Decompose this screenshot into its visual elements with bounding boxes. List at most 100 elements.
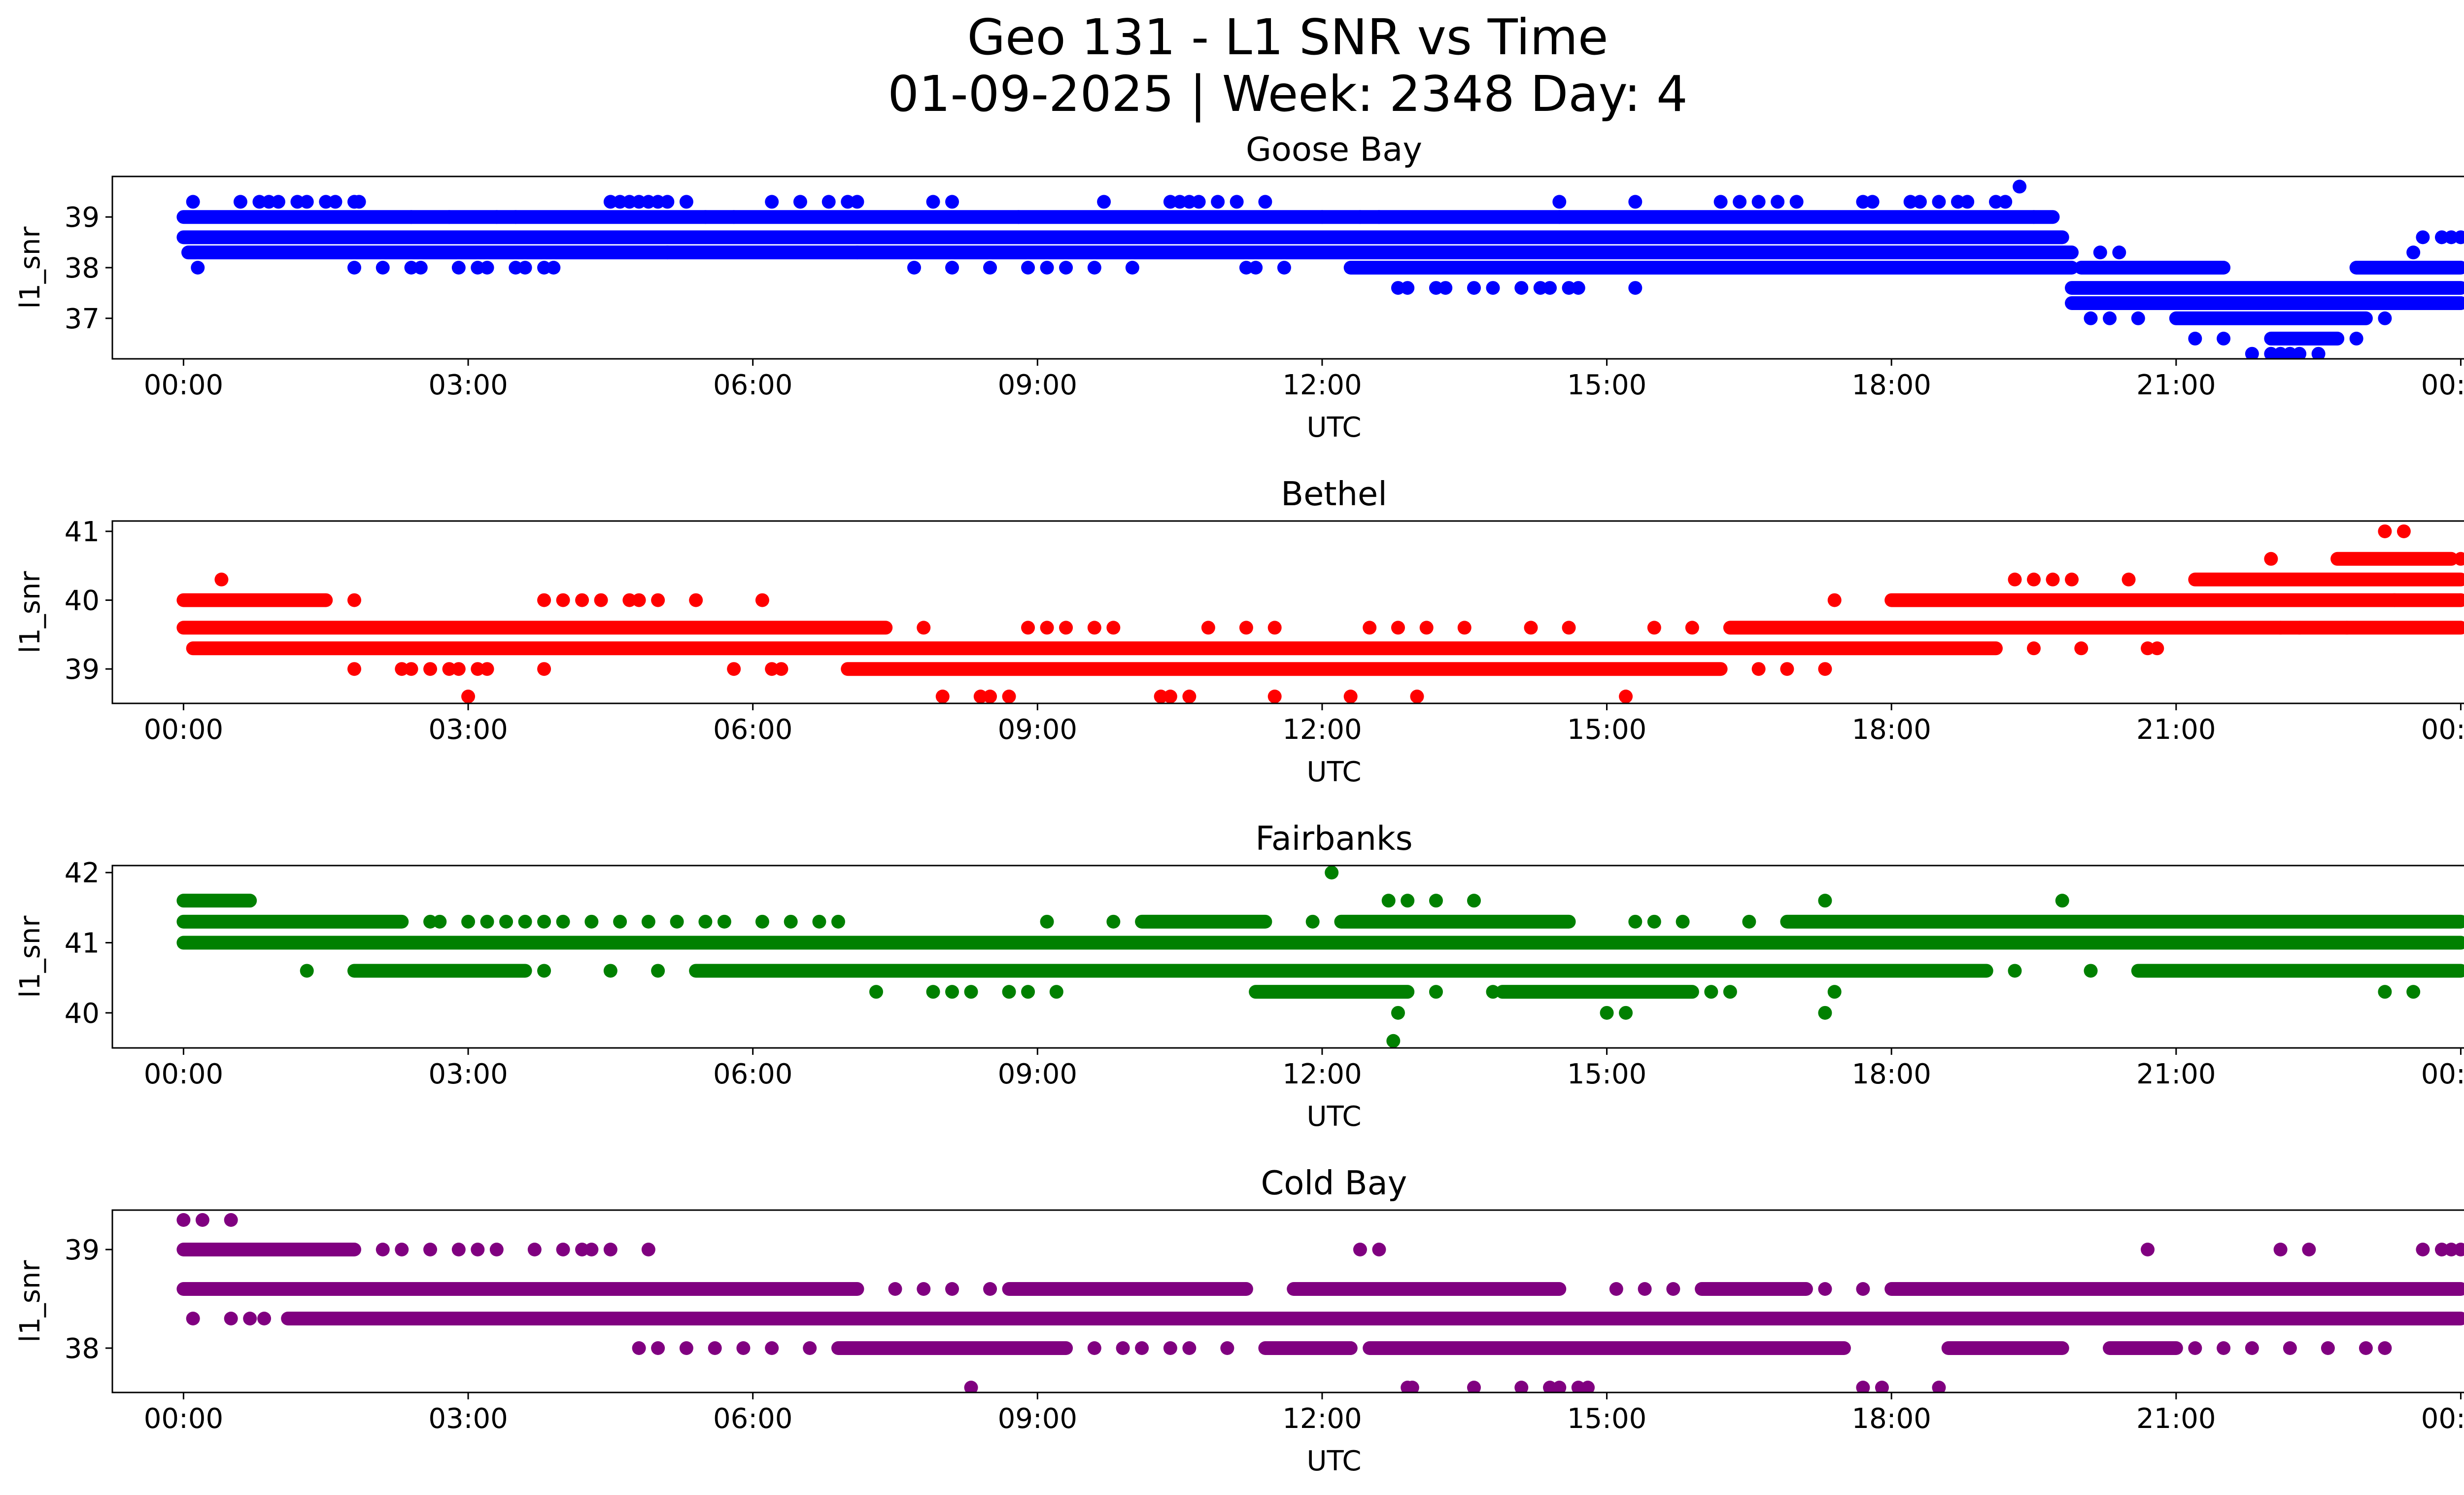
scatter-point — [461, 914, 476, 929]
scatter-point — [1401, 281, 1415, 295]
scatter-point-band — [1695, 1282, 1813, 1296]
scatter-point — [1903, 195, 1917, 209]
scatter-point — [1524, 621, 1538, 635]
scatter-point — [1135, 1341, 1149, 1355]
scatter-point — [2245, 1341, 2259, 1355]
scatter-point — [917, 1282, 931, 1296]
scatter-point — [2273, 621, 2288, 635]
scatter-point — [1533, 281, 1547, 295]
scatter-point — [841, 195, 855, 209]
scatter-point — [774, 662, 788, 676]
scatter-point — [537, 662, 551, 676]
scatter-point — [926, 195, 940, 209]
scatter-point — [2434, 1243, 2449, 1256]
scatter-point-band — [1343, 261, 2079, 275]
scatter-point — [1988, 195, 2003, 209]
scatter-point — [537, 593, 551, 607]
scatter-point — [755, 914, 769, 929]
scatter-point-band — [2188, 572, 2464, 587]
scatter-point — [1932, 1381, 1946, 1392]
scatter-point — [1201, 621, 1215, 635]
scatter-point-band — [1135, 914, 1272, 929]
scatter-point — [1249, 261, 1263, 275]
scatter-point — [736, 1341, 751, 1355]
scatter-point — [451, 1243, 466, 1256]
scatter-point — [1097, 195, 1111, 209]
scatter-point-band — [1002, 1282, 1253, 1296]
x-tick-label: 12:00 — [1282, 1403, 1362, 1435]
scatter-point — [1381, 894, 1396, 908]
scatter-point-band — [176, 230, 2069, 244]
scatter-series — [176, 524, 2464, 703]
scatter-point — [1628, 914, 1643, 929]
y-axis-label: l1_snr — [14, 915, 46, 998]
scatter-point-band — [841, 662, 1728, 676]
scatter-point-band — [2074, 261, 2231, 275]
scatter-point — [2122, 572, 2136, 587]
scatter-point — [1106, 914, 1121, 929]
figure-title-line-2: 01-09-2025 | Week: 2348 Day: 4 — [888, 65, 1687, 123]
scatter-point — [641, 914, 655, 929]
x-tick-label: 00:00 — [144, 369, 223, 401]
scatter-point — [1353, 1243, 1367, 1256]
scatter-point — [1049, 985, 1063, 999]
scatter-point — [2340, 621, 2354, 635]
scatter-point — [2245, 347, 2259, 359]
x-tick-label: 06:00 — [713, 369, 792, 401]
scatter-point — [632, 593, 646, 607]
scatter-point — [2055, 894, 2069, 908]
scatter-point — [2434, 230, 2449, 244]
scatter-point — [2264, 552, 2278, 566]
scatter-point — [964, 985, 978, 999]
scatter-point — [1391, 621, 1405, 635]
scatter-point — [1106, 621, 1121, 635]
scatter-point — [1239, 621, 1253, 635]
scatter-point — [1742, 261, 1756, 275]
scatter-point — [537, 964, 551, 978]
scatter-point — [489, 1243, 504, 1256]
scatter-point-band — [186, 641, 2003, 656]
scatter-point — [1277, 261, 1291, 275]
scatter-point — [1657, 261, 1671, 275]
scatter-point — [1182, 195, 1197, 209]
scatter-point — [1818, 662, 1832, 676]
scatter-point — [964, 1381, 978, 1392]
x-tick-label: 18:00 — [1851, 714, 1931, 746]
scatter-point — [622, 593, 637, 607]
scatter-point — [973, 690, 988, 703]
scatter-point — [2396, 524, 2411, 538]
scatter-point-band — [176, 1243, 361, 1256]
scatter-point-band — [176, 1282, 864, 1296]
scatter-point — [233, 195, 247, 209]
scatter-point-band — [1941, 1341, 2069, 1355]
scatter-point — [2074, 641, 2088, 656]
scatter-point — [1619, 1006, 1633, 1020]
y-tick-label: 41 — [65, 928, 100, 960]
scatter-point — [2112, 245, 2126, 260]
scatter-point — [1116, 1341, 1130, 1355]
scatter-point — [186, 1312, 200, 1325]
scatter-point — [2311, 347, 2326, 359]
scatter-point — [1771, 261, 1785, 275]
scatter-point-band — [1780, 914, 2464, 929]
scatter-point — [480, 261, 494, 275]
scatter-point — [480, 914, 494, 929]
scatter-point — [1457, 621, 1472, 635]
scatter-point — [651, 195, 665, 209]
scatter-point — [1789, 195, 1804, 209]
scatter-point-band — [1495, 985, 1699, 999]
scatter-point — [1353, 210, 1367, 224]
scatter-point — [603, 195, 617, 209]
scatter-point-band — [1884, 1282, 2464, 1296]
scatter-point — [850, 245, 864, 260]
panel-title: Goose Bay — [1246, 130, 1422, 169]
scatter-point-band — [176, 894, 257, 908]
scatter-point — [1865, 195, 1880, 209]
y-axis-label: l1_snr — [14, 1260, 46, 1343]
scatter-point — [2387, 593, 2401, 607]
scatter-series — [176, 866, 2464, 1048]
scatter-point — [2378, 985, 2392, 999]
scatter-point — [1343, 690, 1358, 703]
scatter-point — [2293, 621, 2307, 635]
scatter-point — [376, 261, 390, 275]
